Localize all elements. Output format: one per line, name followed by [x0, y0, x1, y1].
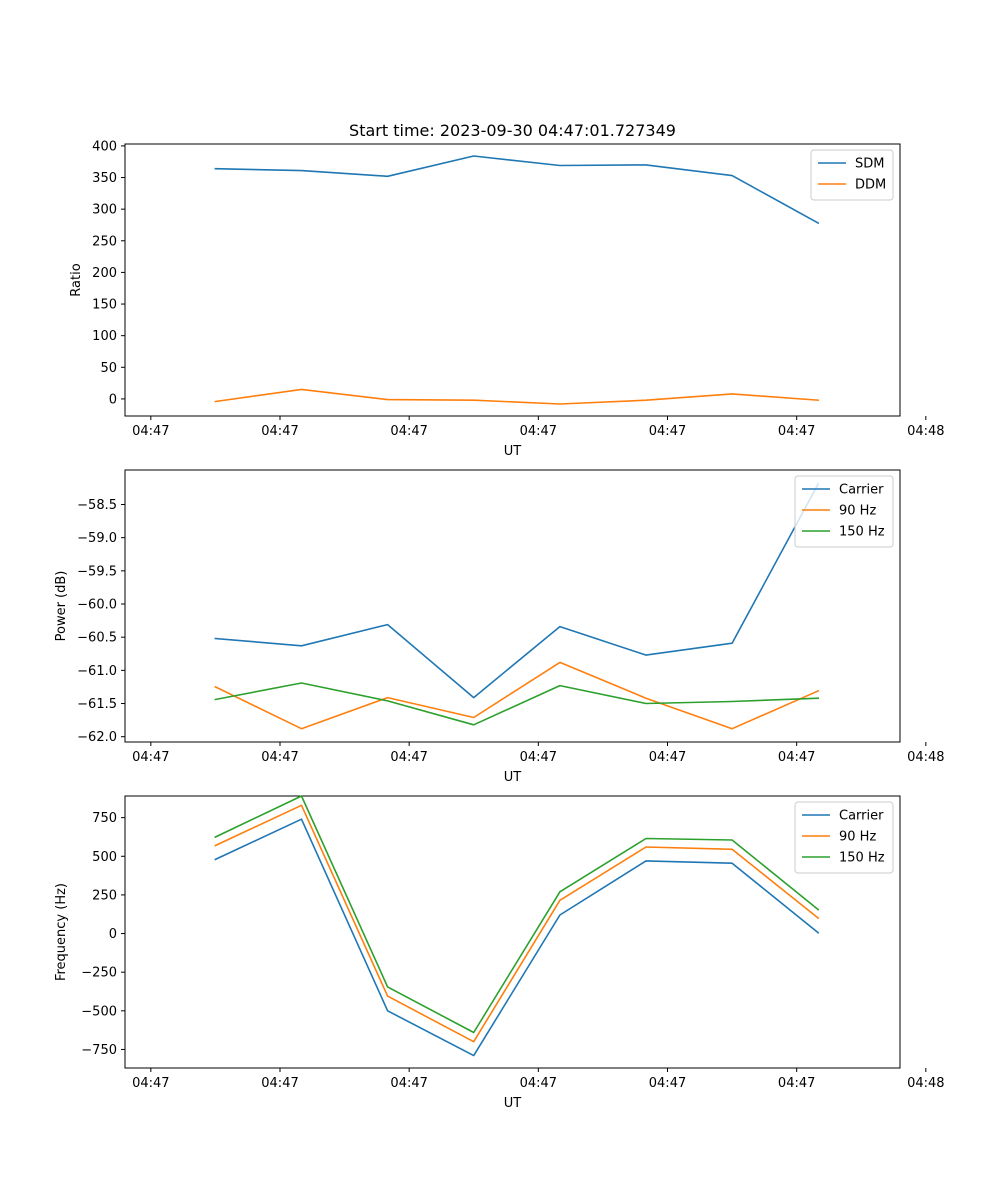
- y-tick-label: −60.0: [77, 598, 117, 613]
- y-tick-label: 250: [92, 234, 117, 249]
- x-tick-label: 04:47: [390, 750, 427, 765]
- series-line-ddm: [214, 388, 820, 405]
- y-tick-label: −58.5: [77, 498, 117, 513]
- y-tick-label: 750: [92, 811, 117, 826]
- x-tick-label: 04:47: [261, 1076, 298, 1091]
- x-tick-label: 04:48: [907, 1076, 944, 1091]
- y-tick-label: 50: [100, 361, 117, 376]
- y-tick-label: 0: [109, 927, 117, 942]
- y-axis-label: Ratio: [69, 263, 84, 296]
- x-axis-label: UT: [504, 444, 522, 459]
- y-tick-label: 200: [92, 266, 117, 281]
- x-tick-label: 04:47: [261, 424, 298, 439]
- y-axis-label: Frequency (Hz): [54, 883, 69, 981]
- legend: [794, 475, 894, 548]
- y-tick-label: −750: [81, 1043, 117, 1058]
- y-tick-label: 100: [92, 329, 117, 344]
- x-tick-label: 04:47: [390, 424, 427, 439]
- y-tick-label: −62.0: [77, 730, 117, 745]
- y-tick-label: −500: [81, 1004, 117, 1019]
- y-tick-label: 250: [92, 888, 117, 903]
- y-tick-label: −59.5: [77, 564, 117, 579]
- x-axis-label: UT: [504, 770, 522, 785]
- series-line-150-hz: [214, 682, 820, 726]
- y-tick-label: 400: [92, 139, 117, 154]
- y-tick-label: −60.5: [77, 631, 117, 646]
- x-tick-label: 04:47: [520, 750, 557, 765]
- y-tick-label: 0: [109, 392, 117, 407]
- legend-label: Carrier: [839, 809, 884, 824]
- chart-panel-2: 04:47 04:47 04:47 04:47 04:47 04:47 04:48 −62.0…: [54, 469, 945, 785]
- chart-panel-3: 04:47 04:47 04:47 04:47 04:47 04:47 04:48 −750 −…: [54, 795, 945, 1111]
- x-tick-label: 04:47: [778, 424, 815, 439]
- series-line-90-hz: [214, 661, 820, 730]
- y-tick-label: −61.5: [77, 697, 117, 712]
- series-line-carrier: [214, 818, 820, 1057]
- series-line-150-hz: [214, 795, 820, 1034]
- series-line-carrier: [214, 482, 820, 699]
- plot-frame: [124, 143, 901, 417]
- plot-frame: [124, 795, 901, 1069]
- x-tick-label: 04:47: [390, 1076, 427, 1091]
- x-axis-label: UT: [504, 1096, 522, 1111]
- x-tick-label: 04:47: [261, 750, 298, 765]
- legend-label: Carrier: [839, 483, 884, 498]
- x-tick-label: 04:47: [649, 1076, 686, 1091]
- y-tick-label: −250: [81, 966, 117, 981]
- y-tick-label: 500: [92, 850, 117, 865]
- x-tick-label: 04:47: [649, 424, 686, 439]
- y-tick-label: 300: [92, 203, 117, 218]
- plot-frame: [124, 469, 901, 743]
- legend-label: 90 Hz: [839, 830, 876, 845]
- series-line-sdm: [214, 155, 820, 225]
- x-tick-label: 04:47: [520, 424, 557, 439]
- x-tick-label: 04:47: [778, 750, 815, 765]
- series-line-90-hz: [214, 804, 820, 1043]
- y-tick-label: −59.0: [77, 531, 117, 546]
- x-tick-label: 04:47: [778, 1076, 815, 1091]
- legend-label: SDM: [855, 157, 884, 172]
- legend: [794, 801, 894, 874]
- y-tick-label: 150: [92, 298, 117, 313]
- y-tick-label: −61.0: [77, 664, 117, 679]
- legend-label: DDM: [855, 178, 886, 193]
- x-tick-label: 04:47: [132, 750, 169, 765]
- chart-panel-1: 04:47 04:47 04:47 04:47 04:47 04:47 04:48 0 50 10…: [69, 139, 945, 459]
- legend-label: 150 Hz: [839, 851, 885, 866]
- x-tick-label: 04:47: [649, 750, 686, 765]
- x-tick-label: 04:47: [132, 1076, 169, 1091]
- legend-label: 150 Hz: [839, 525, 885, 540]
- figure-title: Start time: 2023-09-30 04:47:01.727349: [349, 121, 676, 140]
- y-axis-label: Power (dB): [54, 571, 69, 642]
- x-tick-label: 04:47: [132, 424, 169, 439]
- x-tick-label: 04:47: [520, 1076, 557, 1091]
- y-tick-label: 350: [92, 171, 117, 186]
- legend-label: 90 Hz: [839, 504, 876, 519]
- x-tick-label: 04:48: [907, 424, 944, 439]
- x-tick-label: 04:48: [907, 750, 944, 765]
